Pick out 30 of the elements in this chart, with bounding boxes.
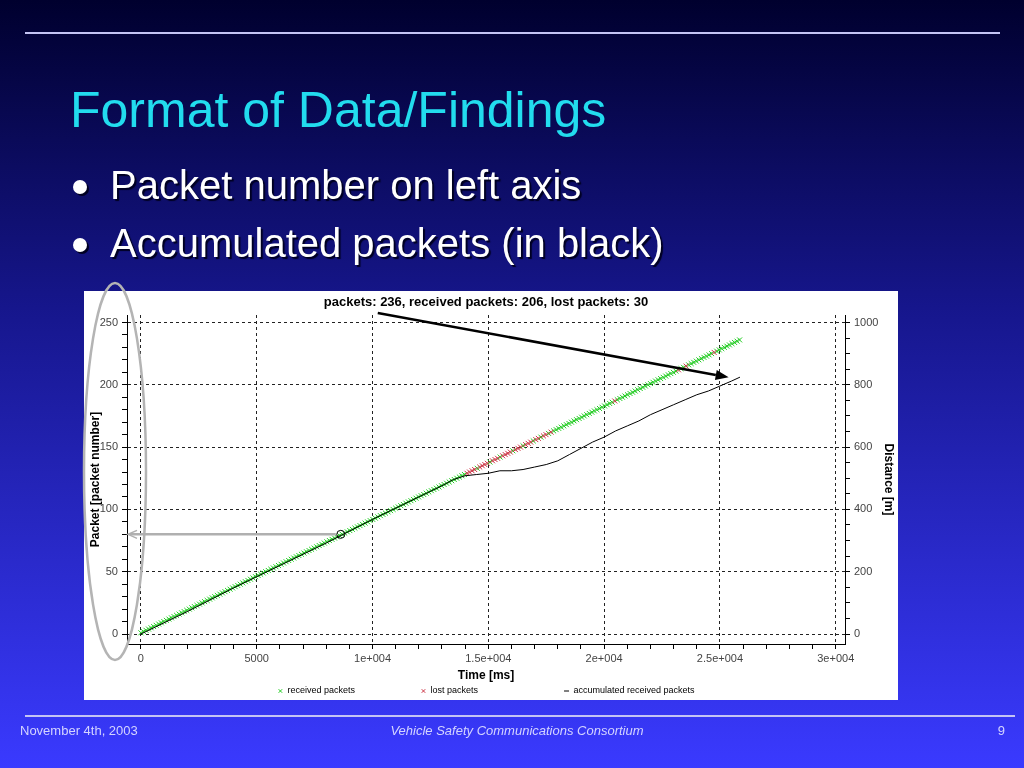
x-tick-label: 2e+004 — [585, 651, 623, 664]
y-tick-label: 0 — [111, 627, 118, 640]
chart-title: Format of Data/Findings — [70, 82, 607, 138]
x-tick-label: 1e+004 — [354, 651, 392, 664]
y-tick-label: 200 — [99, 377, 118, 390]
y2-tick-label: 1000 — [854, 315, 879, 328]
x-axis-title: Time [ms] — [457, 668, 515, 683]
text: packets: 236, received packets: 206, lost packets: 30 — [323, 293, 649, 309]
y-tick-label: 150 — [99, 440, 118, 453]
legend-label: accumulated received packets — [573, 685, 696, 696]
text: Accumulated packets (in black) — [110, 221, 664, 265]
y2-tick-label: 600 — [854, 440, 873, 453]
legend-label: received packets — [287, 685, 356, 696]
x-tick-label: 3e+004 — [817, 651, 855, 664]
text: November 4th, 2003 — [20, 723, 138, 738]
y2-tick-label: 200 — [854, 564, 873, 577]
text: Vehicle Safety Communications Consortium — [389, 723, 645, 738]
x-tick-label: 5000 — [244, 651, 269, 664]
y2-tick-label: 0 — [854, 627, 861, 640]
text: Packet number on left axis — [110, 163, 582, 207]
y-tick-label: 250 — [99, 315, 118, 328]
y-tick-label: 50 — [105, 564, 118, 577]
x-tick-label: 2.5e+004 — [696, 651, 744, 664]
x-tick-label: 1.5e+004 — [465, 651, 512, 664]
y2-tick-label: 400 — [854, 502, 873, 515]
text: 9 — [997, 723, 1005, 738]
y2-axis-title: Distance [m] — [882, 443, 897, 516]
x-tick-label: 0 — [137, 651, 144, 664]
legend-label: lost packets — [430, 685, 479, 696]
y2-tick-label: 800 — [854, 377, 873, 390]
